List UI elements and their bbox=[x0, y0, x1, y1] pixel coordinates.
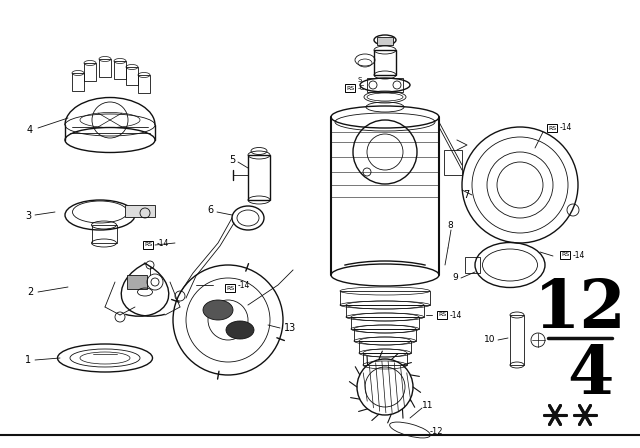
Text: -14: -14 bbox=[450, 310, 462, 319]
Text: 9: 9 bbox=[452, 273, 458, 283]
Text: -14: -14 bbox=[573, 250, 586, 259]
Bar bbox=[72, 73, 84, 91]
Text: RS: RS bbox=[346, 86, 354, 90]
Text: 5: 5 bbox=[229, 155, 235, 165]
Bar bbox=[377, 37, 393, 45]
Text: 2: 2 bbox=[27, 287, 33, 297]
Text: -14: -14 bbox=[238, 280, 250, 289]
Text: 4: 4 bbox=[567, 343, 613, 408]
Text: -C: -C bbox=[358, 85, 365, 91]
Text: RS: RS bbox=[548, 125, 556, 130]
Bar bbox=[84, 63, 96, 81]
Text: 4: 4 bbox=[27, 125, 33, 135]
Text: 11: 11 bbox=[422, 401, 434, 409]
Text: RS: RS bbox=[144, 242, 152, 247]
Text: 6: 6 bbox=[207, 205, 213, 215]
Bar bbox=[346, 305, 424, 317]
Text: 8: 8 bbox=[447, 220, 453, 229]
Text: RS: RS bbox=[561, 253, 569, 258]
Text: 13: 13 bbox=[284, 323, 296, 333]
Bar bbox=[444, 150, 462, 175]
Text: 1: 1 bbox=[25, 355, 31, 365]
Ellipse shape bbox=[203, 300, 233, 320]
Bar bbox=[127, 275, 147, 289]
Bar bbox=[138, 75, 150, 93]
Text: 12: 12 bbox=[534, 277, 627, 343]
Bar bbox=[114, 61, 126, 79]
Bar bbox=[351, 317, 419, 329]
Bar bbox=[510, 315, 524, 365]
Text: RS: RS bbox=[438, 313, 446, 318]
Bar bbox=[465, 257, 480, 273]
Bar bbox=[99, 59, 111, 77]
Text: 7: 7 bbox=[463, 190, 469, 200]
Text: RS: RS bbox=[226, 285, 234, 290]
Bar bbox=[248, 155, 270, 200]
Bar bbox=[359, 341, 411, 353]
Text: 3: 3 bbox=[25, 211, 31, 221]
Bar bbox=[374, 50, 396, 75]
Bar bbox=[367, 78, 403, 92]
Text: -12: -12 bbox=[429, 427, 443, 436]
Text: -14: -14 bbox=[560, 124, 572, 133]
Bar bbox=[363, 353, 407, 365]
Text: 10: 10 bbox=[484, 336, 496, 345]
Bar bbox=[354, 329, 416, 341]
Bar bbox=[340, 291, 430, 305]
Bar bbox=[125, 205, 155, 217]
Bar bbox=[126, 67, 138, 85]
Ellipse shape bbox=[226, 321, 254, 339]
Text: -14: -14 bbox=[157, 238, 170, 247]
Text: S: S bbox=[357, 77, 362, 83]
Bar bbox=[92, 225, 117, 243]
